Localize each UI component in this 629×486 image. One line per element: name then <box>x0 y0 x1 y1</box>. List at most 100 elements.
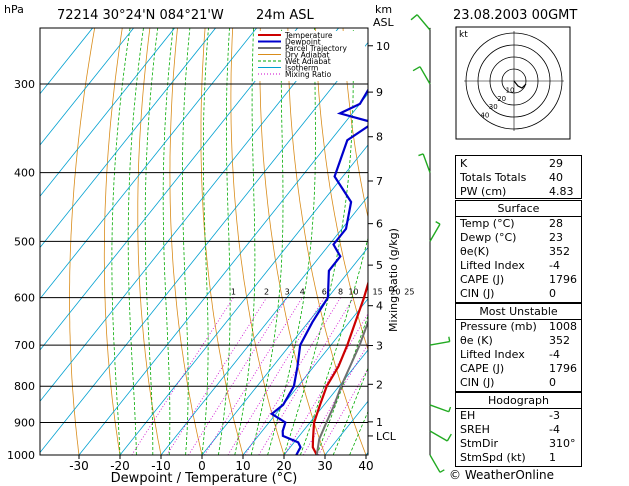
wet-adiabat <box>267 28 316 455</box>
wind-barb <box>419 66 431 85</box>
series-parcel-trajectory <box>315 319 368 455</box>
dry-adiabat <box>103 28 123 455</box>
dry-adiabat <box>619 28 629 455</box>
x-tick-label: -20 <box>110 459 130 473</box>
x-tick-label: 20 <box>276 459 291 473</box>
mixing-ratio-line <box>131 297 234 455</box>
height-tick-label: 8 <box>376 131 383 144</box>
mixing-ratio-label: 8 <box>338 288 343 297</box>
mixing-ratio-label: 15 <box>373 288 383 297</box>
surface-row: Temp (°C) 28 <box>460 217 563 230</box>
isotherm <box>242 298 368 455</box>
wet-adiabat <box>162 28 174 455</box>
mixing-ratio-line <box>244 297 341 455</box>
x-tick-label: 10 <box>235 459 250 473</box>
wind-barb <box>429 430 448 442</box>
dry-adiabat <box>200 28 244 455</box>
most-unstable-row: Lifted Index -4 <box>460 348 560 361</box>
height-tick-label: 2 <box>376 378 383 391</box>
wind-barbs <box>410 14 452 473</box>
wet-adiabat <box>300 236 368 455</box>
wind-barb-feather <box>439 469 445 473</box>
isotherm <box>40 28 176 197</box>
wet-adiabat <box>250 28 284 455</box>
wind-barb-feather <box>418 153 424 157</box>
series-temperature <box>311 280 368 455</box>
mixing-ratio-label: 2 <box>264 288 269 297</box>
hodograph-row: SREH -4 <box>460 423 560 436</box>
hodograph-row: EH -3 <box>460 409 560 422</box>
x-tick-label: -30 <box>69 459 89 473</box>
mixing-ratio-line <box>204 297 303 455</box>
wind-barb <box>422 153 431 173</box>
height-tick-label: 5 <box>376 259 383 272</box>
mixing-ratio-line <box>284 312 368 455</box>
height-tick-label: 1 <box>376 416 383 429</box>
surface-row: Dewp (°C) 23 <box>460 231 563 244</box>
hodograph-frame <box>455 26 571 140</box>
wind-barb-feather <box>448 406 452 413</box>
wind-barb <box>416 14 431 31</box>
x-axis-title: Dewpoint / Temperature (°C) <box>111 471 298 486</box>
dry-adiabat <box>315 28 368 352</box>
series-dewpoint <box>269 88 368 455</box>
mixing-ratio-label: 3 <box>285 288 290 297</box>
wind-barb-feather <box>446 433 452 442</box>
mixing-ratio-label: 10 <box>348 288 358 297</box>
pressure-tick-label: 500 <box>14 235 35 248</box>
dry-adiabat <box>591 28 629 455</box>
wind-barb <box>429 340 450 346</box>
surface-row: θe(K) 352 <box>460 245 570 258</box>
wet-adiabat <box>181 28 191 455</box>
height-tick-label: 3 <box>376 340 383 353</box>
most-unstable-row: CAPE (J) 1796 <box>460 362 577 375</box>
isotherm <box>40 28 135 146</box>
legend-label: Isotherm <box>285 64 318 73</box>
mixing-ratio-line <box>166 297 267 455</box>
wet-adiabat <box>144 28 159 455</box>
mixing-ratio-axis-title: Mixing Ratio (g/kg) <box>387 228 400 332</box>
isotherm <box>201 246 368 455</box>
hodograph-trace <box>513 80 527 89</box>
surface-title: Surface <box>497 202 540 215</box>
mixing-ratio-label: 25 <box>404 288 414 297</box>
index-row: PW (cm) 4.83 <box>460 185 574 198</box>
index-row: Totals Totals 40 <box>460 171 563 184</box>
pressure-tick-label: 400 <box>14 167 35 180</box>
hodograph-ring-label: 40 <box>480 112 489 120</box>
most-unstable-box: Most Unstable Pressure (mb) 1008 θe (K) 35… <box>455 303 582 392</box>
hodograph-indices-title: Hodograph <box>488 394 549 407</box>
x-tick-label: -10 <box>151 459 171 473</box>
hodograph-ring-label: 30 <box>489 103 498 111</box>
asl-label: ASL <box>373 16 395 29</box>
mixing-ratio-label: 4 <box>300 288 305 297</box>
hodograph-ring-label: 10 <box>506 86 515 94</box>
wind-barb-feather <box>435 220 441 225</box>
hodograph-row: StmDir 310° <box>460 437 576 450</box>
dry-adiabat <box>259 28 326 455</box>
indices-basic-box: K 29 Totals Totals 40 PW (cm) 4.83 <box>455 155 582 199</box>
plot-frame <box>39 27 369 456</box>
wind-barb <box>429 454 441 473</box>
mixing-ratio-label: 20 <box>390 288 400 297</box>
hodograph-unit: kt <box>459 30 468 40</box>
pressure-tick-label: 300 <box>14 78 35 91</box>
mixing-ratio-label: 6 <box>322 288 327 297</box>
wind-barb-feather <box>410 14 418 21</box>
surface-row: Lifted Index -4 <box>460 259 560 272</box>
wind-barb <box>429 223 441 242</box>
wind-barb-feather <box>448 336 451 342</box>
pressure-tick-label: 600 <box>14 292 35 305</box>
hodograph-row: StmSpd (kt) 1 <box>460 451 556 464</box>
legend-label: Temperature <box>284 31 333 40</box>
x-tick-label: 40 <box>358 459 373 473</box>
pressure-tick-label: 700 <box>14 339 35 352</box>
height-tick-label: 7 <box>376 175 383 188</box>
x-tick-label: 30 <box>317 459 332 473</box>
legend-label: Dewpoint <box>285 38 321 47</box>
most-unstable-title: Most Unstable <box>479 305 558 318</box>
pressure-tick-label: 800 <box>14 380 35 393</box>
mixing-ratio-line <box>188 297 288 455</box>
